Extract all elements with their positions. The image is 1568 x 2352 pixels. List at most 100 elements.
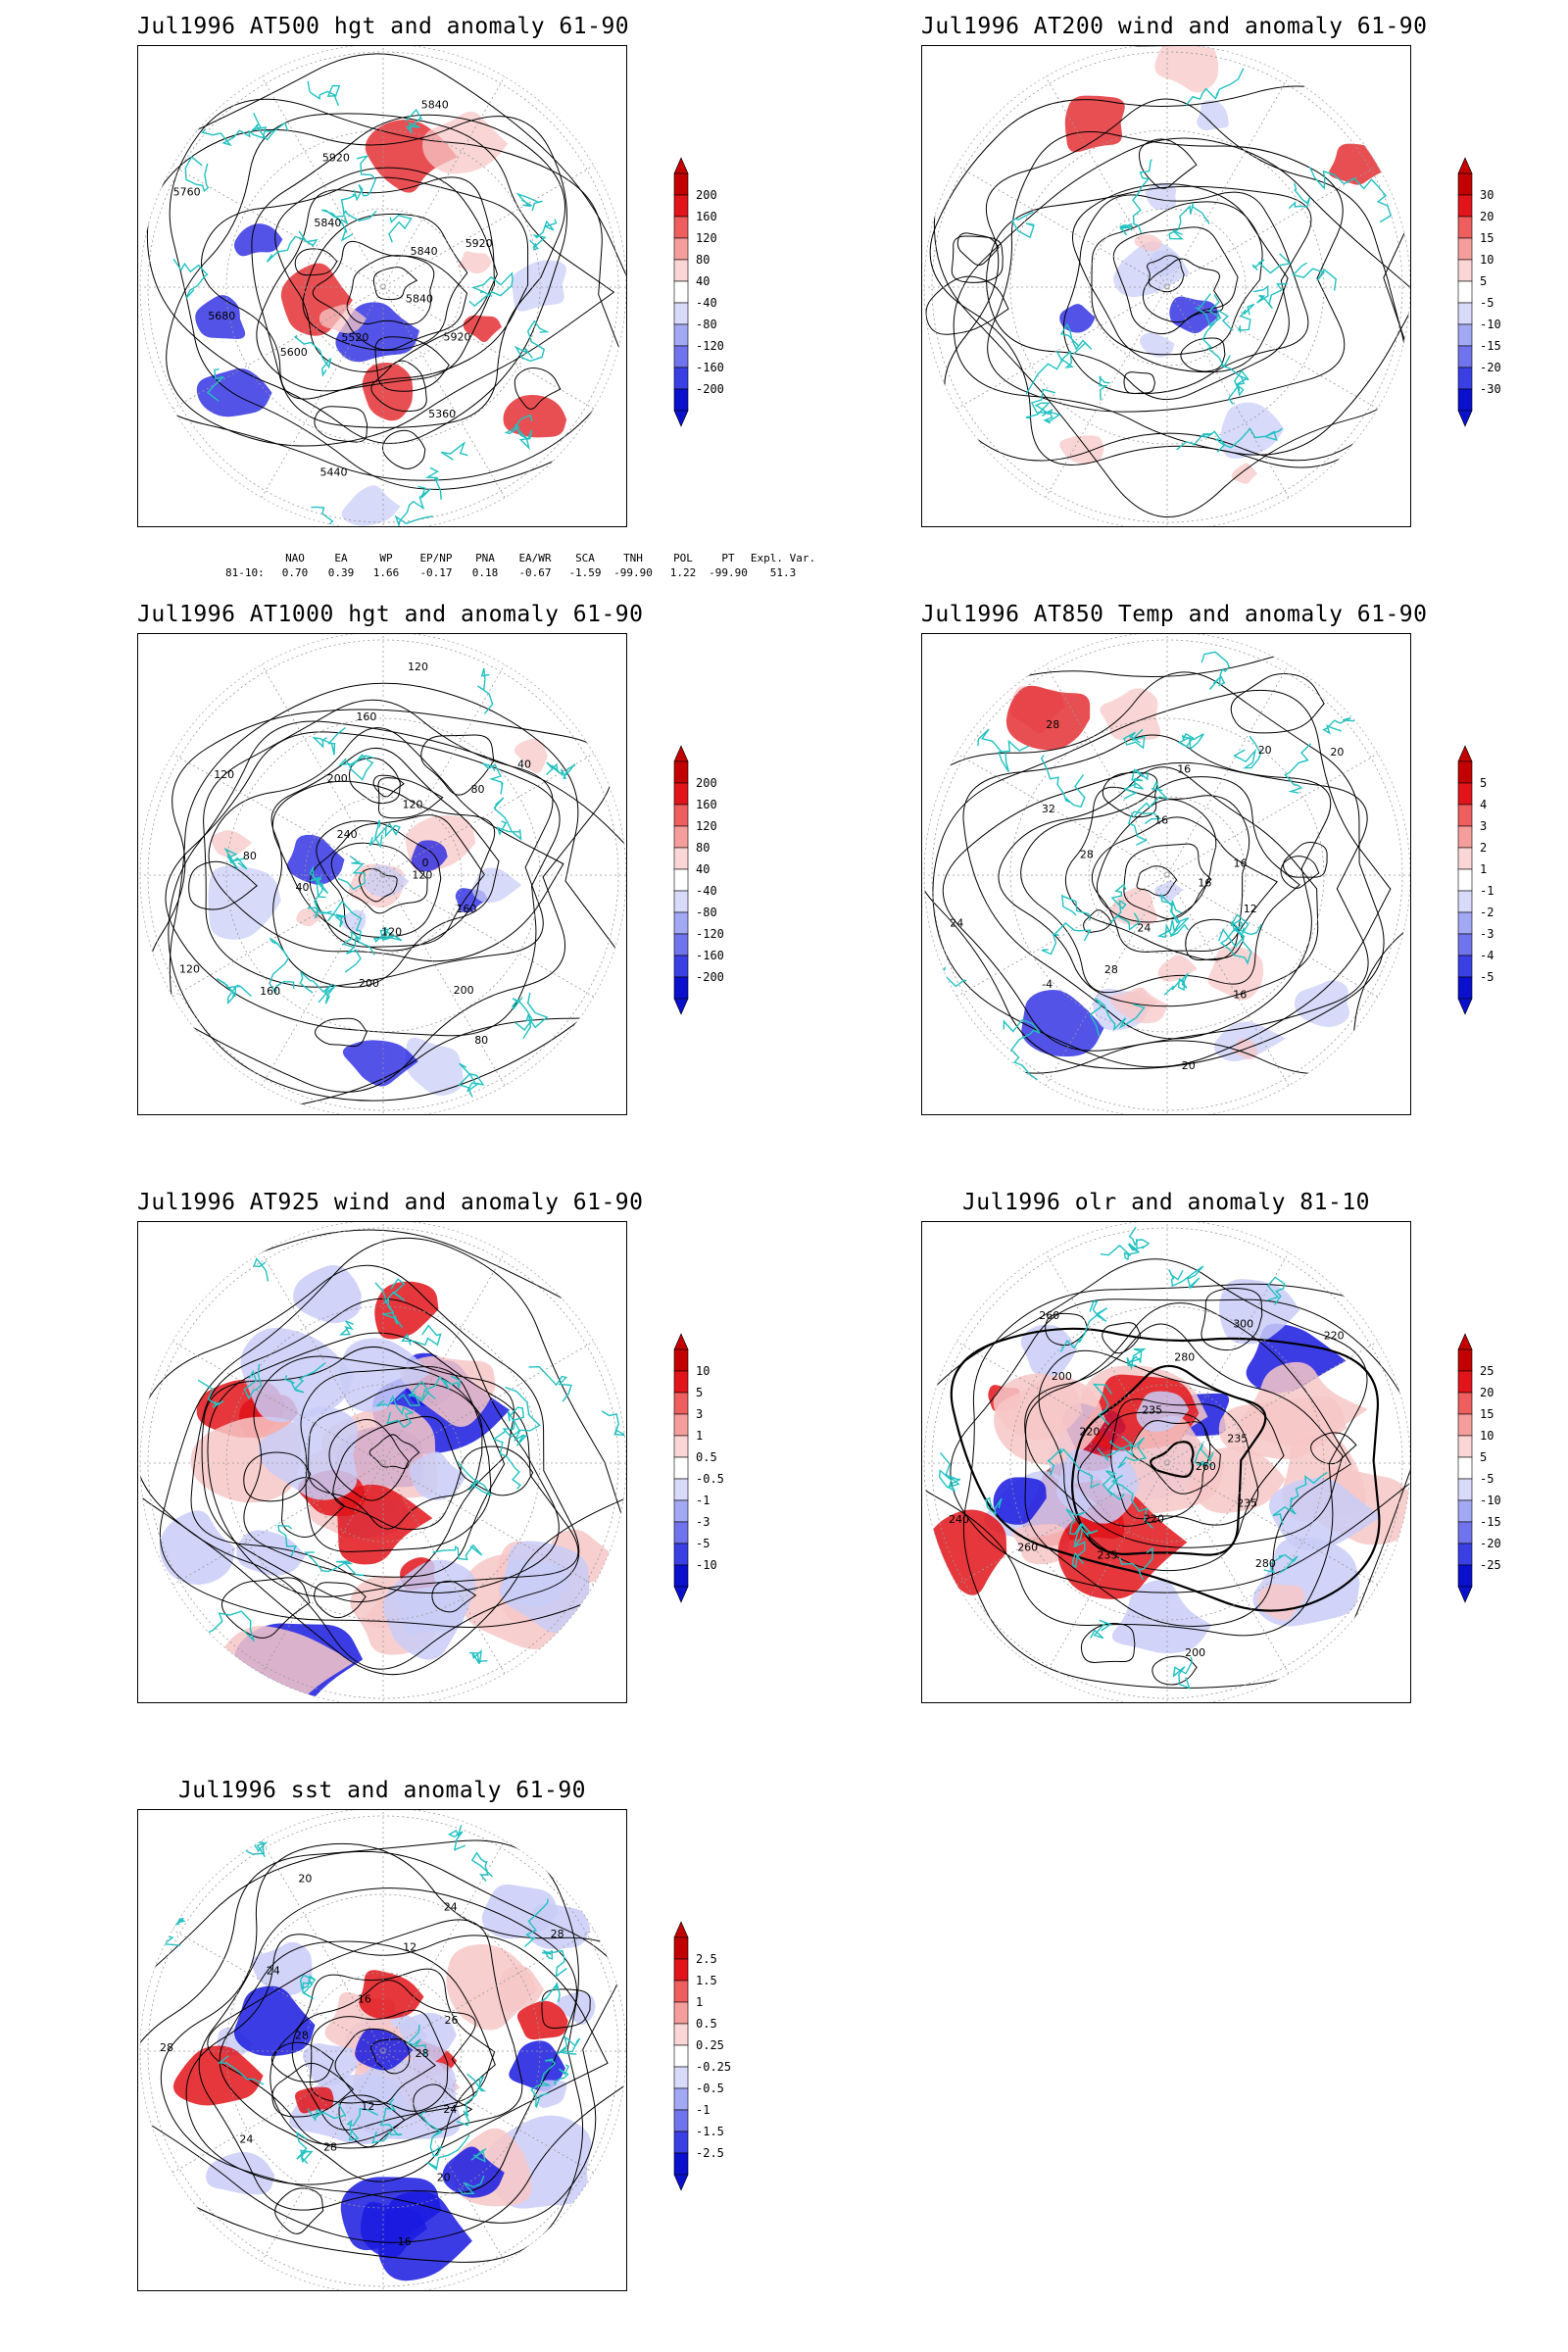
index-header: Expl. Var.	[750, 552, 816, 564]
anomaly-region	[236, 1530, 306, 1576]
contour-line	[300, 1366, 492, 1552]
contour-label: 28	[1080, 849, 1094, 861]
coastline	[424, 466, 442, 500]
contour-line	[274, 2187, 324, 2234]
contour-line	[1200, 1288, 1263, 1351]
panel-at1000: Jul1996 AT1000 hgt and anomaly 61-90 120 1…	[137, 602, 764, 1151]
coastline	[251, 112, 289, 141]
contour-label: 80	[243, 850, 257, 862]
coastline	[1118, 1546, 1153, 1581]
coastline	[938, 1452, 961, 1493]
contour-label: 5840	[421, 99, 449, 112]
colorbar-tick-label: 200	[696, 776, 717, 790]
contour-line	[370, 2038, 411, 2075]
colorbar-bottom-arrow	[673, 998, 689, 1015]
contour-line	[281, 1477, 346, 1539]
contour-line	[924, 1258, 1368, 1637]
contour-label: 200	[359, 977, 379, 990]
contour-line	[314, 1582, 367, 1619]
latitude-circle	[304, 1384, 463, 1543]
anomaly-region	[374, 1281, 439, 1340]
coastline	[1251, 253, 1292, 274]
contour-line	[953, 137, 1410, 456]
colorbar-swatch	[1457, 911, 1473, 935]
coastline	[1220, 364, 1250, 392]
contour-line	[933, 46, 1410, 518]
coastline	[932, 966, 967, 988]
colorbar-swatch	[673, 259, 689, 282]
contour-line	[1136, 865, 1178, 897]
coastline	[388, 214, 413, 243]
latitude-circle	[225, 717, 541, 1033]
colorbar-tick-label: 10	[696, 1364, 710, 1378]
colorbar-bottom-arrow	[673, 410, 689, 427]
contour-label: 28	[160, 2041, 173, 2054]
colorbar-swatch	[673, 911, 689, 935]
contour-line	[942, 761, 1369, 1052]
colorbar-swatch	[673, 2109, 689, 2132]
contour-line	[348, 758, 401, 805]
contour-line	[1123, 843, 1212, 920]
contour-line	[1062, 191, 1309, 395]
contour-label: 160	[356, 710, 376, 723]
contour-line	[359, 867, 398, 903]
anomaly-region	[1134, 234, 1163, 252]
coastline	[374, 1278, 406, 1314]
coastline	[312, 726, 346, 756]
contour-label: 5840	[314, 217, 341, 229]
colorbar-tick-label: -20	[1480, 1537, 1501, 1550]
colorbar-swatch	[1457, 1543, 1473, 1566]
coastline	[1102, 1470, 1125, 1500]
contour-line	[1147, 255, 1185, 293]
coastline	[1194, 1443, 1214, 1467]
colorbar-tick-label: -5	[696, 1537, 710, 1550]
colorbar-swatch	[673, 1958, 689, 1982]
colorbar-tick-label: -10	[1480, 1494, 1501, 1507]
colorbar-swatch	[673, 2044, 689, 2068]
anomaly-region	[240, 1327, 354, 1423]
colorbar-tick-label: 160	[696, 798, 717, 811]
contour-label: 5920	[322, 152, 350, 165]
anomaly-region	[345, 2059, 462, 2140]
panel-at500: Jul1996 AT500 hgt and anomaly 61-90 5840 5…	[137, 14, 815, 579]
coastline	[546, 761, 576, 779]
coastline	[353, 154, 377, 202]
coastline	[468, 1649, 488, 1664]
coastline	[217, 2055, 265, 2085]
colorbar-tick-label: -1.5	[696, 2125, 724, 2138]
contour-label: 12	[361, 2100, 374, 2113]
colorbar-tick-label: -30	[1480, 382, 1501, 396]
coastline	[1119, 222, 1134, 236]
coastline	[1090, 1619, 1112, 1640]
contour-line	[1064, 786, 1250, 961]
index-value: 51.3	[769, 566, 797, 579]
coastline	[447, 1825, 466, 1851]
colorbar-top-arrow	[1457, 157, 1473, 174]
colorbar-swatch	[673, 172, 689, 196]
coastline	[1176, 430, 1226, 453]
anomaly-region	[1197, 100, 1229, 131]
anomaly-region	[1207, 947, 1264, 1001]
colorbar-top-arrow	[1457, 1333, 1473, 1350]
contour-line	[207, 1332, 579, 1597]
colorbar-bottom-arrow	[1457, 410, 1473, 427]
contour-line	[1091, 201, 1263, 356]
coastline	[1065, 1508, 1099, 1544]
coastline	[530, 2058, 556, 2109]
colorbar: 30 20 15 10 5 -5 -10 -15 -20 -30	[1455, 156, 1544, 450]
index-header: TNH	[623, 552, 643, 564]
contour-line	[1077, 1411, 1211, 1527]
anomaly-region	[1021, 989, 1104, 1057]
colorbar-tick-label: -0.25	[696, 2060, 732, 2074]
anomaly-region	[382, 1559, 476, 1660]
colorbar-tick-label: 1.5	[696, 1974, 717, 1987]
coastline	[456, 2073, 487, 2127]
latitude-circle	[931, 639, 1403, 1111]
anomaly-region	[252, 1941, 313, 1995]
contour-line	[1038, 1349, 1285, 1572]
colorbar-tick-label: 3	[1480, 819, 1488, 833]
anomaly-region	[1100, 688, 1161, 741]
colorbar-tick-label: 120	[696, 231, 717, 245]
colorbar-tick-label: 40	[696, 274, 710, 288]
contour-line	[207, 1919, 523, 2149]
